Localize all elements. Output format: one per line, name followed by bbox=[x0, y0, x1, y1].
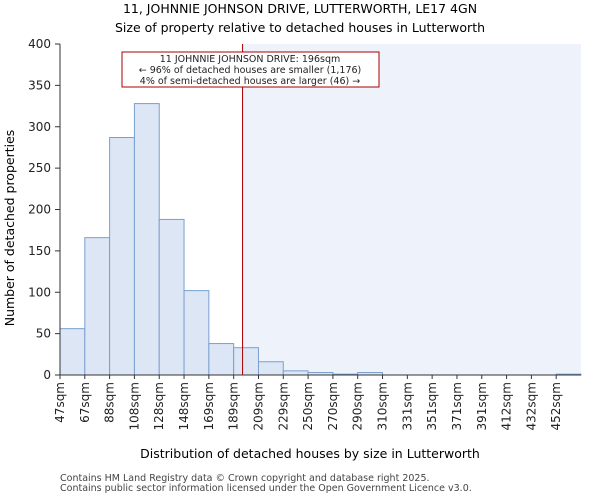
bar-169sqm bbox=[208, 343, 235, 376]
annotation-line-3: 4% of semi-detached houses are larger (4… bbox=[140, 76, 360, 87]
x-tick-label: 331sqm bbox=[400, 382, 414, 430]
bar-108sqm bbox=[133, 103, 160, 376]
x-tick-label: 452sqm bbox=[549, 382, 563, 430]
y-tick-label: 0 bbox=[43, 368, 51, 382]
y-axis-label: Number of detached properties bbox=[2, 130, 17, 327]
x-tick-label: 169sqm bbox=[202, 382, 216, 430]
x-tick-label: 432sqm bbox=[524, 382, 538, 430]
y-tick-label: 350 bbox=[28, 78, 51, 92]
annotation-box bbox=[121, 51, 380, 88]
x-tick-label: 229sqm bbox=[276, 382, 290, 430]
y-tick-label: 300 bbox=[28, 120, 51, 134]
x-tick-label: 250sqm bbox=[301, 382, 315, 430]
x-tick-label: 351sqm bbox=[425, 382, 439, 430]
x-axis-label: Distribution of detached houses by size … bbox=[140, 446, 480, 461]
bar-209sqm bbox=[257, 361, 284, 376]
shaded-region-larger bbox=[242, 44, 582, 375]
x-tick-label: 209sqm bbox=[251, 382, 265, 430]
x-tick-label: 128sqm bbox=[152, 382, 166, 430]
x-tick-label: 108sqm bbox=[127, 382, 141, 430]
y-tick-label: 150 bbox=[28, 244, 51, 258]
annotation-line-1: 11 JOHNNIE JOHNSON DRIVE: 196sqm bbox=[160, 54, 341, 65]
annotation-line-2: ← 96% of detached houses are smaller (1,… bbox=[139, 65, 362, 76]
bar-189sqm bbox=[233, 347, 259, 376]
x-tick-label: 67sqm bbox=[78, 382, 92, 423]
chart-title: 11, JOHNNIE JOHNSON DRIVE, LUTTERWORTH, … bbox=[123, 1, 477, 16]
y-tick-label: 400 bbox=[28, 37, 51, 51]
x-tick-label: 148sqm bbox=[177, 382, 191, 430]
x-tick-label: 290sqm bbox=[351, 382, 365, 430]
footer-line-2: Contains public sector information licen… bbox=[60, 483, 472, 494]
bar-148sqm bbox=[183, 290, 210, 376]
x-tick-label: 270sqm bbox=[326, 382, 340, 430]
bar-128sqm bbox=[158, 218, 185, 376]
chart: 0 50 100 150 200 250 300 350 400 47sqm 67sqm 88sqm 1… bbox=[2, 1, 582, 461]
y-tick-label: 200 bbox=[28, 203, 51, 217]
x-tick-label: 88sqm bbox=[103, 382, 117, 423]
bar-47sqm bbox=[59, 328, 86, 376]
x-tick-label: 371sqm bbox=[450, 382, 464, 430]
footer-line-1: Contains HM Land Registry data © Crown c… bbox=[60, 473, 430, 484]
bar-67sqm bbox=[84, 237, 111, 376]
y-tick-label: 250 bbox=[28, 161, 51, 175]
y-tick-label: 50 bbox=[36, 327, 51, 341]
x-tick-label: 189sqm bbox=[227, 382, 241, 430]
x-tick-label: 412sqm bbox=[500, 382, 514, 430]
x-tick-label: 47sqm bbox=[53, 382, 67, 423]
x-tick-label: 310sqm bbox=[376, 382, 390, 430]
bar-229sqm bbox=[282, 370, 309, 376]
y-tick-label: 100 bbox=[28, 285, 51, 299]
x-tick-label: 391sqm bbox=[475, 382, 489, 430]
chart-subtitle: Size of property relative to detached ho… bbox=[115, 20, 485, 35]
bar-88sqm bbox=[109, 137, 135, 376]
